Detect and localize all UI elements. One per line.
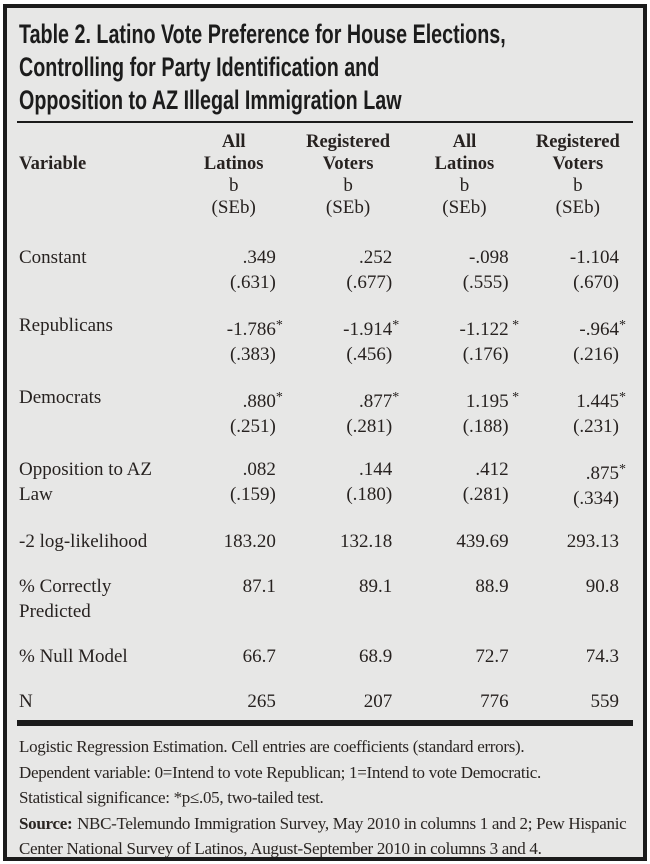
coef-cell: .082 (.159) <box>229 459 276 505</box>
stat-cell: 66.7 <box>242 646 276 667</box>
row-label: % Null Model <box>19 646 128 667</box>
coef-cell: .252 (.677) <box>346 247 393 293</box>
column-header-registered-voters-1: Registered Voters b (SEb) <box>306 132 391 218</box>
stat-cell: 74.3 <box>585 646 619 667</box>
note-line-estimation: Logistic Regression Estimation. Cell ent… <box>19 737 525 756</box>
table-header: Variable All Latinos b (SEb) Registered … <box>17 131 633 245</box>
coef-cell: .877* (.281) <box>346 390 400 437</box>
coef-cell: -.098 (.555) <box>462 247 509 293</box>
coef-cell: .875* (.334) <box>573 462 626 509</box>
footer-divider-rule <box>17 720 633 726</box>
row-n: N 265 207 776 559 <box>17 689 633 720</box>
row-label: Constant <box>19 247 87 268</box>
stat-cell: 72.7 <box>475 646 509 667</box>
stat-cell: 265 <box>247 691 276 712</box>
table-2-panel: Table 2. Latino Vote Preference for Hous… <box>3 4 647 861</box>
stat-cell: 183.20 <box>223 531 276 552</box>
stat-cell: 207 <box>363 691 393 712</box>
table-title: Table 2. Latino Vote Preference for Hous… <box>17 8 633 121</box>
stat-cell: 88.9 <box>475 576 509 597</box>
coef-cell: -1.786* (.383) <box>226 318 283 365</box>
row-null-model: % Null Model 66.7 68.9 72.7 74.3 <box>17 644 633 689</box>
stat-cell: 132.18 <box>340 531 393 552</box>
stat-cell: 293.13 <box>566 531 619 552</box>
source-label: Source: <box>19 813 73 833</box>
stat-cell: 776 <box>480 691 509 712</box>
table-notes: Logistic Regression Estimation. Cell ent… <box>17 726 633 858</box>
coef-cell: 1.445* (.231) <box>573 390 626 437</box>
panel-inner: Table 2. Latino Vote Preference for Hous… <box>7 8 643 858</box>
row-label: Republicans <box>19 315 113 336</box>
stat-cell: 439.69 <box>456 531 509 552</box>
row-opposition-to-az-law: Opposition to AZ Law .082 (.159) .144 (.… <box>17 457 633 529</box>
row-label: Democrats <box>19 387 102 408</box>
row-democrats: Democrats .880* (.251) .877* (.281) 1.19… <box>17 385 633 457</box>
coef-cell: 1.195 * (.188) <box>462 390 520 437</box>
column-header-registered-voters-2: Registered Voters b (SEb) <box>535 132 620 218</box>
row-label: % Correctly Predicted <box>19 576 112 622</box>
coef-cell: -1.122 * (.176) <box>459 318 520 365</box>
row-republicans: Republicans -1.786* (.383) -1.914* (.456… <box>17 313 633 385</box>
table-title-line-3: Opposition to AZ Illegal Immigration Law <box>19 85 402 115</box>
coef-cell: .349 (.631) <box>229 247 276 293</box>
coef-cell: .144 (.180) <box>346 459 393 505</box>
coef-cell: -1.104 (.670) <box>569 247 619 293</box>
note-line-dependent-variable: Dependent variable: 0=Intend to vote Rep… <box>19 762 541 782</box>
column-header-all-latinos-2: All Latinos b (SEb) <box>434 132 495 218</box>
row-log-likelihood: -2 log-likelihood 183.20 132.18 439.69 2… <box>17 529 633 574</box>
row-label: Opposition to AZ Law <box>19 459 153 505</box>
source-text: NBC-Telemundo Immigration Survey, May 20… <box>19 813 627 858</box>
stat-cell: 559 <box>590 691 620 712</box>
row-label: -2 log-likelihood <box>19 531 148 552</box>
row-correctly-predicted: % Correctly Predicted 87.1 89.1 88.9 90.… <box>17 574 633 644</box>
row-constant: Constant .349 (.631) .252 (.677) -.098 (… <box>17 245 633 313</box>
stat-cell: 90.8 <box>585 576 619 597</box>
coef-cell: -1.914* (.456) <box>343 318 400 365</box>
coef-cell: .412 (.281) <box>462 459 509 505</box>
stat-cell: 87.1 <box>242 576 276 597</box>
row-label: N <box>19 691 33 712</box>
title-divider-rule <box>17 121 633 123</box>
stat-cell: 89.1 <box>359 576 393 597</box>
coef-cell: .880* (.251) <box>229 390 283 437</box>
note-line-significance: Statistical significance: *p≤.05, two-ta… <box>19 788 324 807</box>
stat-cell: 68.9 <box>359 646 393 667</box>
regression-table: Variable All Latinos b (SEb) Registered … <box>17 131 633 720</box>
column-header-all-latinos-1: All Latinos b (SEb) <box>203 132 264 218</box>
variable-column-header: Variable <box>19 154 87 174</box>
table-title-line-2: Controlling for Party Identification and <box>19 52 380 82</box>
note-source: Source: NBC-Telemundo Immigration Survey,… <box>19 811 631 858</box>
table-title-line-1: Table 2. Latino Vote Preference for Hous… <box>19 19 506 49</box>
coef-cell: -.964* (.216) <box>573 318 626 365</box>
